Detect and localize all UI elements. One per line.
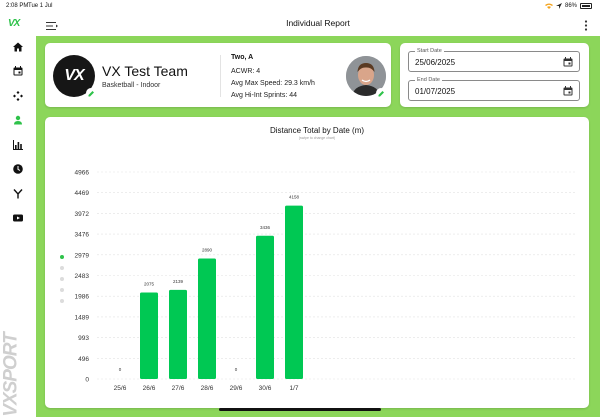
x-tick-label: 1/7 [289,385,298,392]
avg-sprints-label: Avg Hi-Int Sprints: [231,92,288,99]
start-date-label: Start Date [415,48,444,54]
home-icon[interactable] [11,40,24,53]
start-date-value: 25/06/2025 [415,58,456,67]
y-tick-label: 0 [85,377,89,384]
battery-percent: 86% [564,3,577,9]
location-icon [555,3,562,9]
team-sport: Basketball - Indoor [102,82,161,89]
brand-wordmark: VXSPORT [0,333,22,417]
team-card: VX VX Test Team Basketball - Indoor Two,… [45,43,391,107]
bar [198,258,216,379]
data-label: 2890 [202,248,213,253]
bar [140,292,158,379]
y-tick-label: 496 [78,356,89,363]
wifi-icon [544,3,553,9]
avg-max-speed-value: 29.3 km/h [284,80,315,87]
acwr-value: 4 [256,68,261,75]
end-date-field[interactable]: End Date 01/07/2025 [408,77,580,101]
x-tick-label: 26/6 [143,385,156,392]
y-tick-label: 2483 [75,273,90,280]
date-range-card: Start Date 25/06/2025 End Date 01/07/202… [400,43,589,107]
pager-dot[interactable] [60,277,64,281]
y-tick-label: 3476 [75,232,90,239]
x-tick-label: 28/6 [201,385,214,392]
pager-dot[interactable] [60,266,64,270]
y-tick-label: 3972 [75,211,90,218]
data-label: 0 [235,367,238,372]
top-bar: Individual Report [36,12,600,36]
brand-logo: VX [8,18,20,29]
data-label: 4158 [289,195,300,200]
bar [285,205,303,379]
chart-subtitle: (swipe to change chart) [298,136,336,140]
gamepad-icon[interactable] [11,89,24,102]
status-right: 86% [544,3,592,9]
y-tick-label: 4966 [75,170,90,177]
pager-dot[interactable] [60,255,64,259]
pager-dot[interactable] [60,299,64,303]
card-divider [220,55,221,97]
data-label: 3436 [260,225,271,230]
avg-max-speed-stat: Avg Max Speed: 29.3 km/h [231,80,315,87]
end-date-value: 01/07/2025 [415,87,456,96]
bar [256,235,274,379]
acwr-label: ACWR: [231,68,255,75]
team-name: VX Test Team [102,63,188,79]
status-date: Tue 1 Jul [28,3,53,9]
acwr-stat: ACWR: 4 [231,68,260,75]
calendar-icon[interactable] [563,57,573,67]
bar [169,289,187,379]
data-label: 2075 [144,282,155,287]
more-options-icon[interactable] [584,18,588,31]
chart-title: Distance Total by Date (m) [269,126,365,135]
y-tick-label: 1489 [75,314,90,321]
main-content: VX VX Test Team Basketball - Indoor Two,… [36,36,600,417]
team-edit-icon[interactable] [86,88,96,98]
person-icon[interactable] [11,113,24,126]
merge-icon[interactable] [11,187,24,200]
x-tick-label: 25/6 [114,385,127,392]
chart-card[interactable]: Distance Total by Date (m) (swipe to cha… [45,117,589,408]
y-tick-label: 2979 [75,252,90,259]
end-date-label: End Date [415,77,442,83]
status-time: 2:08 PM [6,3,29,9]
bar-chart-icon[interactable] [11,138,24,151]
status-bar: 2:08 PM Tue 1 Jul 86% [0,0,600,12]
pager-dot[interactable] [60,288,64,292]
player-name: Two, A [231,54,254,61]
y-tick-label: 1986 [75,294,90,301]
x-tick-label: 30/6 [259,385,272,392]
page-title: Individual Report [286,18,350,28]
avg-sprints-stat: Avg Hi-Int Sprints: 44 [231,92,297,99]
x-tick-label: 29/6 [230,385,243,392]
battery-icon [580,3,592,9]
player-edit-icon[interactable] [376,88,386,98]
video-icon[interactable] [11,211,24,224]
data-label: 0 [119,367,122,372]
y-tick-label: 993 [78,335,89,342]
calendar-icon[interactable] [11,64,24,77]
sidebar: VX VXSPORT [0,12,36,417]
avg-sprints-value: 44 [289,92,298,99]
data-label: 2139 [173,279,184,284]
start-date-field[interactable]: Start Date 25/06/2025 [408,48,580,72]
home-indicator[interactable] [219,408,381,411]
y-tick-label: 4469 [75,190,90,197]
menu-toggle-icon[interactable] [46,18,58,30]
bar-chart: 0 496 993 1489 1986 2483 2979 3476 3972 4469 4966 0… [75,170,575,392]
calendar-icon[interactable] [563,86,573,96]
clock-icon[interactable] [11,162,24,175]
x-tick-label: 27/6 [172,385,185,392]
avg-max-speed-label: Avg Max Speed: [231,80,283,87]
